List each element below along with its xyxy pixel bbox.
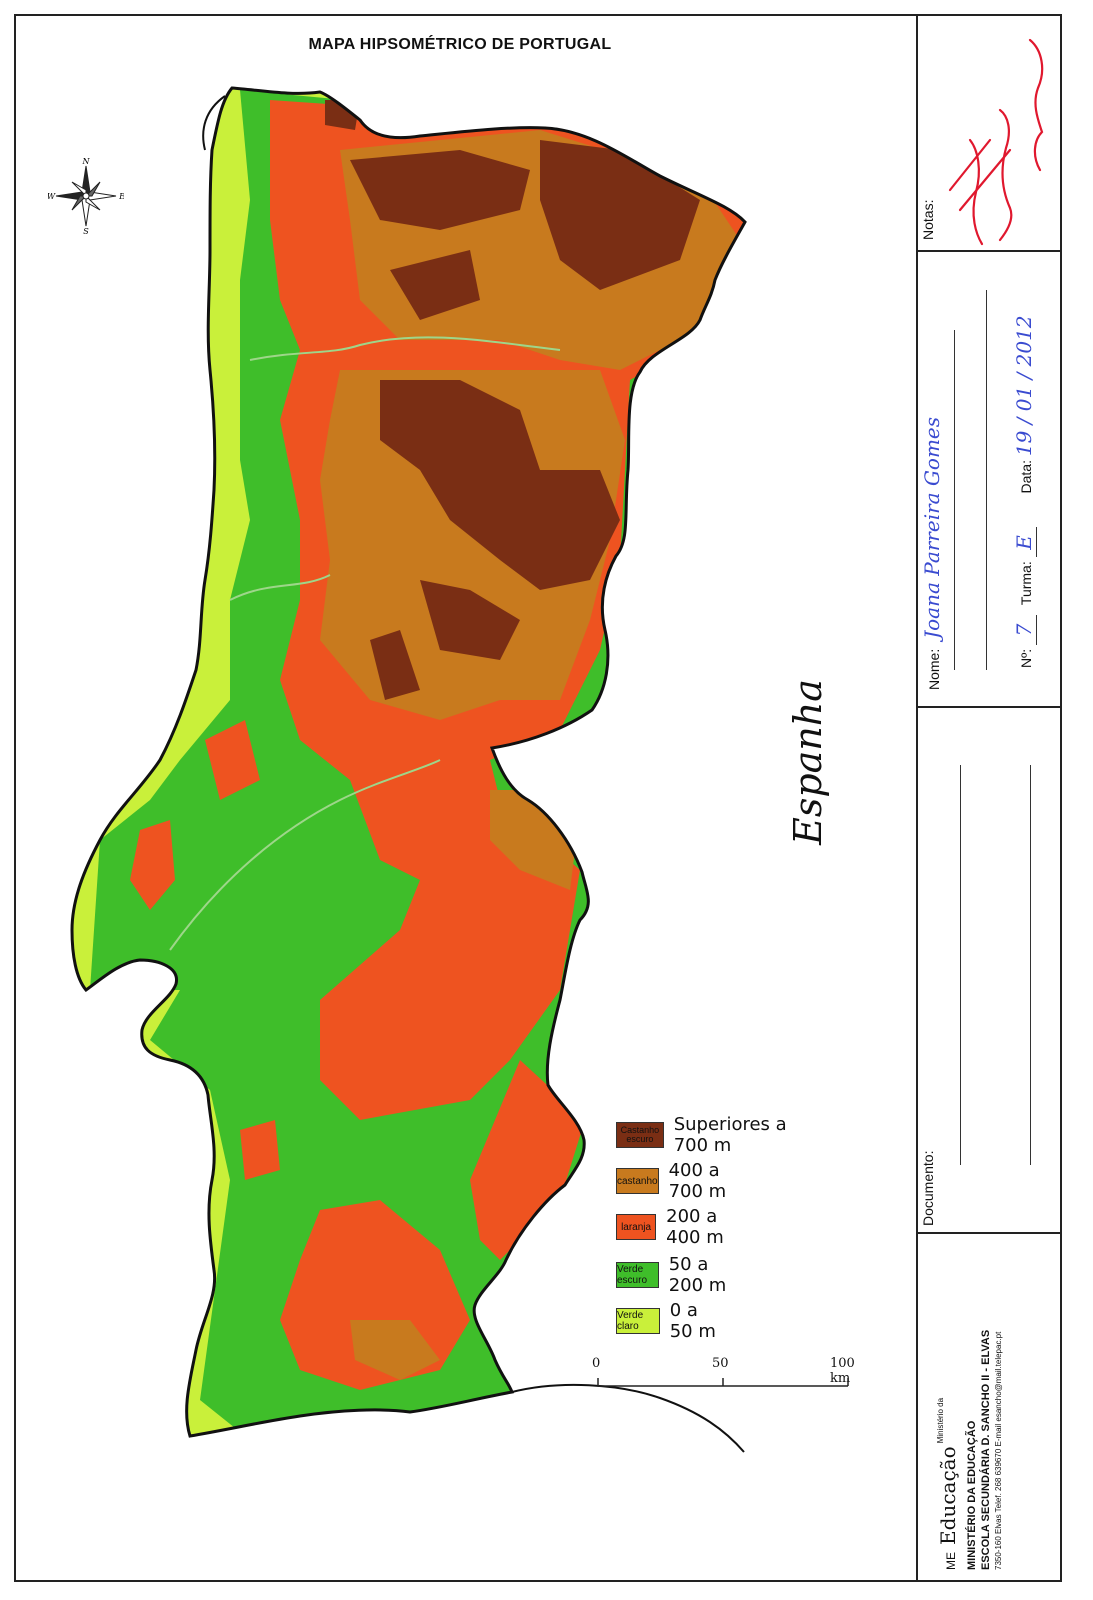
compass-s: S xyxy=(83,227,89,234)
legend-range: 50 a 200 m xyxy=(668,1254,727,1296)
legend-row: Verde escuro 50 a 200 m xyxy=(616,1254,730,1296)
scale-label: 0 xyxy=(592,1356,601,1371)
legend-swatch: laranja xyxy=(616,1214,657,1240)
ministry-brand: Educação xyxy=(936,1446,960,1545)
panel-divider xyxy=(916,1232,1062,1234)
legend-swatch: Verde escuro xyxy=(616,1262,659,1288)
worksheet-frame xyxy=(14,14,1062,1582)
panel-divider xyxy=(916,250,1062,252)
numero-turma-data-row: Nº: 7 Turma: E Data: 19 / 01 / 2012 xyxy=(1012,315,1037,668)
legend-row: laranja 200 a 400 m xyxy=(616,1206,730,1248)
legend-row: castanho 400 a 700 m xyxy=(616,1160,730,1202)
documento-line-2 xyxy=(1030,765,1031,1165)
legend-swatch: castanho xyxy=(616,1168,659,1194)
teacher-grade-annotation xyxy=(948,38,1044,246)
legend-row: Castanho escuro Superiores a 700 m xyxy=(616,1114,792,1156)
nome-field: Nome: Joana Parreira Gomes xyxy=(920,417,944,690)
me-logo-icon: ME xyxy=(944,1552,958,1570)
turma-value: E xyxy=(1012,527,1037,558)
panel-divider xyxy=(916,706,1062,708)
legend-range: 200 a 400 m xyxy=(666,1206,724,1248)
numero-label: Nº: xyxy=(1018,648,1034,668)
numero-value: 7 xyxy=(1012,614,1037,645)
turma-label: Turma: xyxy=(1018,561,1034,606)
compass-e: E xyxy=(118,192,124,201)
scale-bar-line xyxy=(597,1378,849,1387)
portugal-map xyxy=(70,86,747,1453)
legend-swatch: Castanho escuro xyxy=(616,1122,664,1148)
scale-bar: 0 50 100 km xyxy=(592,1356,862,1396)
school-address: 7350-160 Elvas Telef. 268 639670 E-mail … xyxy=(994,1331,1003,1570)
ministry-logo: ME Educação Ministério da xyxy=(936,1398,960,1570)
compass-rose-icon: N S E W xyxy=(48,158,124,234)
nome-line xyxy=(954,330,955,670)
legend-range: 400 a 700 m xyxy=(668,1160,727,1202)
compass-n: N xyxy=(82,158,91,166)
legend-range: 0 a 50 m xyxy=(669,1300,716,1342)
nome-label: Nome: xyxy=(926,648,942,690)
legend-row: Verde claro 0 a 50 m xyxy=(616,1300,719,1342)
scale-label: 100 km xyxy=(830,1356,855,1386)
school-name: ESCOLA SECUNDÁRIA D. SANCHO II - ELVAS xyxy=(980,1329,992,1570)
nome-line-2 xyxy=(986,290,987,670)
documento-label: Documento: xyxy=(920,1150,936,1226)
documento-line xyxy=(960,765,961,1165)
scale-label: 50 xyxy=(712,1356,729,1371)
country-label-spain: Espanha xyxy=(786,679,830,845)
student-info-panel xyxy=(916,14,1062,1582)
ministry-name: MINISTÉRIO DA EDUCAÇÃO xyxy=(966,1420,978,1570)
map-title: MAPA HIPSOMÉTRICO DE PORTUGAL xyxy=(308,36,612,53)
data-value: 19 / 01 / 2012 xyxy=(1012,315,1036,457)
legend-range: Superiores a 700 m xyxy=(673,1114,787,1156)
ministry-small: Ministério da xyxy=(936,1397,945,1444)
data-label: Data: xyxy=(1018,460,1034,494)
nome-value: Joana Parreira Gomes xyxy=(920,416,944,639)
legend-swatch: Verde claro xyxy=(616,1308,660,1334)
compass-w: W xyxy=(48,192,56,201)
